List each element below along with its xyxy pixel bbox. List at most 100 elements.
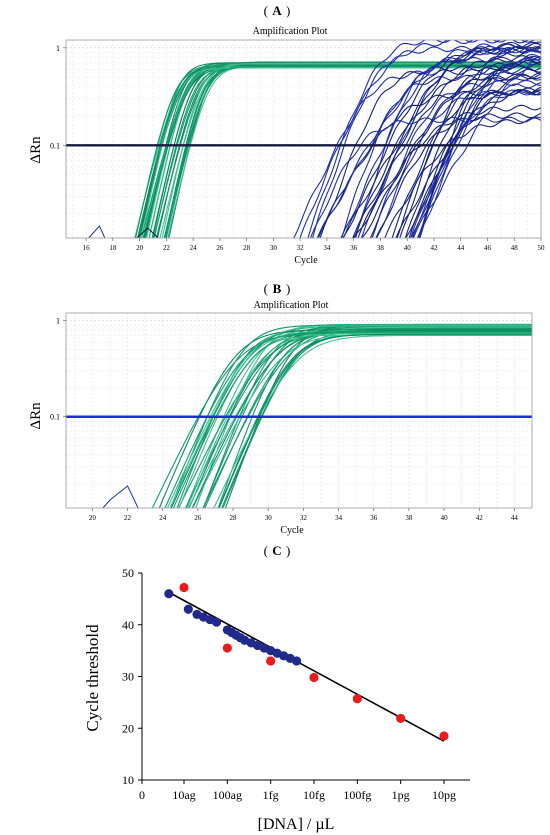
amplification-curve: [409, 53, 541, 238]
panel-b-ylabel: ΔRn: [28, 402, 44, 430]
noise-curve: [102, 485, 139, 508]
amplification-curve: [352, 104, 541, 238]
amplification-curve: [357, 41, 541, 238]
panel-c-plot: 10 20 30 40 50 0 10ag 100ag 1fg 10fg 100fg 1pg 10pg: [122, 566, 470, 802]
x-tick-label: 42: [430, 244, 438, 252]
amplification-curve: [395, 86, 541, 238]
x-tick-label: 10fg: [303, 788, 325, 802]
x-tick-label: 26: [216, 244, 224, 252]
amplification-curve: [142, 64, 541, 238]
x-tick-label: 20: [136, 244, 144, 252]
amplification-curve: [417, 55, 541, 238]
x-tick-label: 0: [139, 788, 145, 802]
amplification-curve: [195, 323, 532, 508]
panel-c: C ( ) Cycle threshold [DNA] / µL 10 20 30 4…: [0, 540, 550, 835]
x-tick-label: 40: [404, 244, 412, 252]
amplification-curve: [158, 329, 532, 508]
x-tick-label: 30: [265, 514, 273, 522]
x-tick-label: 42: [476, 514, 484, 522]
x-tick-label: 20: [89, 514, 97, 522]
panel-b-label-close: ): [286, 281, 290, 296]
point-red: [439, 731, 449, 741]
amplification-curve: [342, 55, 541, 238]
amplification-curve: [399, 62, 541, 238]
y-tick-label: 30: [122, 670, 134, 684]
noise-curve: [136, 227, 159, 238]
amplification-curve: [418, 44, 541, 238]
amplification-curve: [375, 112, 541, 238]
panel-b-svg: B ( ) Amplification Plot ΔRn Cycle 20 22 2…: [28, 281, 533, 536]
amplification-curve: [185, 328, 532, 508]
amplification-curve: [341, 74, 541, 238]
amplification-curve: [299, 68, 541, 238]
panel-a-plot: 16 18 20 22 24 26 28 30 32 34 36 38 40 42 44 46 48 50 1 0.1: [50, 39, 546, 252]
amplification-curve: [309, 116, 541, 238]
amplification-curve: [411, 87, 541, 238]
x-tick-label: 40: [441, 514, 449, 522]
panel-b-label: B: [273, 281, 282, 296]
x-tick-label: 100ag: [213, 788, 242, 802]
x-tick-label: 50: [538, 244, 546, 252]
x-tick-label: 1fg: [263, 788, 279, 802]
panel-a-label-open: (: [264, 3, 268, 18]
amplification-curve: [317, 46, 541, 238]
x-tick-label: 1pg: [392, 788, 410, 802]
x-tick-label: 24: [190, 244, 198, 252]
point-red: [266, 656, 276, 666]
amplification-curve: [166, 325, 532, 508]
amplification-curve: [352, 49, 541, 238]
y-tick-label: 0.1: [50, 141, 60, 150]
amplification-curve: [369, 66, 541, 238]
point-blue: [292, 656, 302, 666]
amplification-curve: [186, 332, 532, 508]
x-tick-label: 44: [457, 244, 465, 252]
y-tick-label: 0.1: [50, 413, 60, 422]
amplification-curve: [412, 56, 541, 238]
amplification-curve: [340, 41, 541, 238]
x-tick-label: 28: [243, 244, 251, 252]
panel-b-label-open: (: [264, 281, 268, 296]
amplification-curve: [376, 89, 541, 238]
y-tick-label: 20: [122, 721, 134, 735]
x-tick-label: 34: [335, 514, 343, 522]
amplification-curve: [360, 47, 541, 238]
plot-frame: [65, 312, 533, 509]
curves: [88, 40, 541, 238]
x-tick-label: 16: [83, 244, 91, 252]
y-tick-label: 10: [122, 773, 134, 787]
panel-a-svg: A ( ) Amplification Plot ΔRn Cycle 16 18 2…: [28, 3, 546, 266]
x-tick-label: 22: [124, 514, 132, 522]
x-tick-label: 38: [405, 514, 413, 522]
amplification-curve: [391, 73, 541, 238]
panel-b-title: Amplification Plot: [254, 300, 329, 311]
x-tick-label: 46: [484, 244, 492, 252]
x-tick-label: 10ag: [172, 788, 195, 802]
panel-c-ylabel: Cycle threshold: [83, 624, 102, 732]
amplification-curve: [311, 45, 541, 238]
x-tick-label: 38: [377, 244, 385, 252]
amplification-curve: [164, 331, 532, 508]
x-tick-label: 32: [297, 244, 305, 252]
panel-a-label-close: ): [286, 3, 290, 18]
panel-c-svg: C ( ) Cycle threshold [DNA] / µL 10 20 30 4…: [83, 543, 470, 833]
x-tick-label: 28: [230, 514, 238, 522]
point-blue: [211, 617, 222, 627]
x-tick-label: 24: [159, 514, 167, 522]
curves: [102, 323, 532, 508]
amplification-curve: [342, 42, 541, 238]
amplification-curve: [218, 333, 532, 508]
x-tick-label: 44: [511, 514, 519, 522]
point-red: [352, 694, 362, 704]
y-tick-label: 40: [122, 618, 134, 632]
panel-b-xlabel: Cycle: [280, 525, 304, 536]
amplification-curve: [191, 329, 532, 508]
x-tick-label: 36: [370, 514, 378, 522]
x-tick-label: 30: [270, 244, 278, 252]
panel-a: A ( ) Amplification Plot ΔRn Cycle 16 18 2…: [0, 0, 550, 270]
panel-a-title: Amplification Plot: [253, 26, 328, 37]
amplification-curve: [140, 67, 541, 238]
panel-a-label: A: [272, 3, 282, 18]
y-tick-label: 50: [122, 566, 134, 580]
x-tick-label: 100fg: [343, 788, 371, 802]
y-tick-label: 1: [56, 44, 60, 53]
